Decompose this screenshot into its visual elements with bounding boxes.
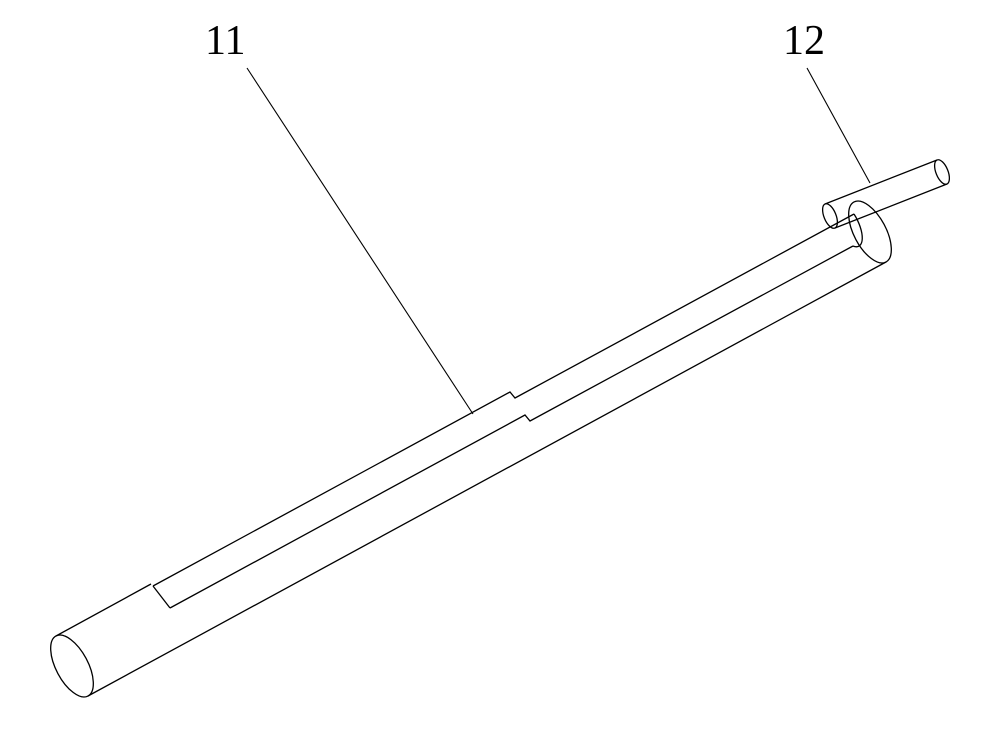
main-tube-slot-upper-edge	[153, 214, 854, 586]
main-tube-slot-left-wall	[153, 586, 170, 608]
small-tube-top-edge	[825, 160, 937, 204]
label-12: 12	[783, 20, 825, 62]
main-tube	[42, 194, 900, 703]
leader-lines	[247, 68, 870, 414]
small-tube-end-b	[932, 158, 953, 187]
label-11: 11	[205, 20, 245, 62]
main-tube-bottom-edge	[88, 262, 886, 696]
small-tube-end-a	[820, 202, 841, 231]
leader-11	[247, 68, 473, 414]
line-drawing-svg	[0, 0, 1000, 756]
small-tube	[820, 158, 953, 231]
leader-12	[807, 68, 870, 183]
main-tube-top-edge-left	[56, 584, 151, 636]
figure-canvas: 11 12	[0, 0, 1000, 756]
small-tube-bottom-edge	[835, 184, 947, 228]
main-tube-slot-lower-edge	[170, 246, 853, 608]
main-tube-left-end	[42, 628, 102, 703]
